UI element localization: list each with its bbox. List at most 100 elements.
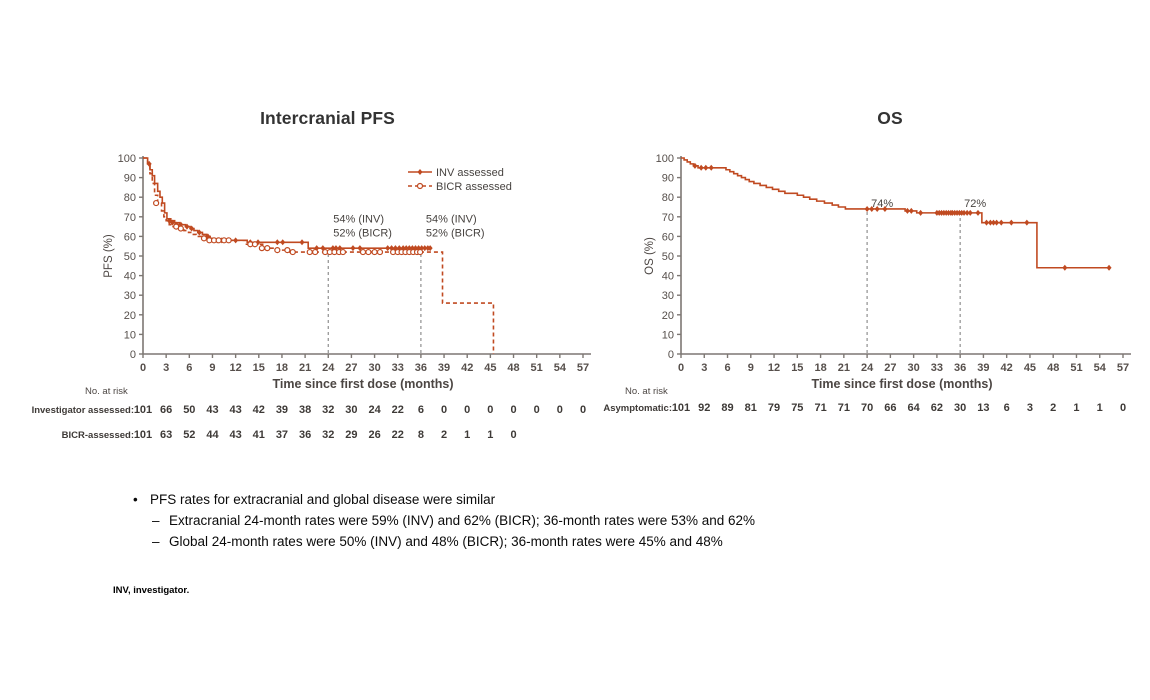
svg-text:2: 2: [441, 429, 447, 441]
svg-text:72%: 72%: [964, 198, 986, 210]
svg-text:0: 0: [678, 362, 684, 374]
svg-text:0: 0: [510, 429, 516, 441]
svg-text:54% (INV): 54% (INV): [333, 214, 384, 226]
svg-text:29: 29: [345, 429, 357, 441]
svg-text:0: 0: [130, 349, 136, 361]
svg-text:54: 54: [554, 362, 567, 374]
svg-text:37: 37: [276, 429, 288, 441]
svg-text:12: 12: [230, 362, 242, 374]
km-series-bicr-assessed: [143, 157, 495, 354]
svg-text:40: 40: [124, 271, 136, 283]
svg-text:30: 30: [954, 402, 966, 414]
svg-text:18: 18: [814, 362, 826, 374]
rate-annotations: 74% 72%: [871, 198, 986, 210]
svg-text:45: 45: [1024, 362, 1036, 374]
svg-text:60: 60: [124, 231, 136, 243]
notes-block: • PFS rates for extracranial and global …: [133, 489, 853, 552]
svg-text:30: 30: [345, 404, 357, 416]
svg-text:39: 39: [438, 362, 450, 374]
axes: 0 3 6 9 12 15 18 21 24 27 30 33 36 39 42 45 48 51 54 570102…: [644, 153, 1131, 391]
svg-text:50: 50: [124, 251, 136, 263]
svg-text:54: 54: [1094, 362, 1107, 374]
svg-text:42: 42: [253, 404, 265, 416]
svg-text:10: 10: [124, 329, 136, 341]
svg-text:2: 2: [1050, 402, 1056, 414]
svg-text:Time since first dose (months): Time since first dose (months): [811, 377, 992, 391]
svg-text:64: 64: [908, 402, 921, 414]
svg-text:21: 21: [838, 362, 850, 374]
svg-text:62: 62: [931, 402, 943, 414]
svg-text:6: 6: [186, 362, 192, 374]
svg-text:0: 0: [441, 404, 447, 416]
svg-text:6: 6: [1004, 402, 1010, 414]
sub-bullet-text-2: Global 24-month rates were 50% (INV) and…: [169, 534, 723, 549]
svg-text:No. at risk: No. at risk: [85, 386, 128, 397]
svg-text:30: 30: [368, 362, 380, 374]
svg-text:22: 22: [392, 429, 404, 441]
svg-text:63: 63: [160, 429, 172, 441]
svg-text:32: 32: [322, 404, 334, 416]
svg-text:18: 18: [276, 362, 288, 374]
svg-text:1: 1: [464, 429, 470, 441]
reference-lines: [866, 208, 961, 353]
svg-text:0: 0: [510, 404, 516, 416]
svg-text:1: 1: [1097, 402, 1103, 414]
note-sub-bullet-2: – Global 24-month rates were 50% (INV) a…: [152, 531, 853, 552]
svg-text:30: 30: [908, 362, 920, 374]
svg-text:10: 10: [662, 329, 674, 341]
svg-text:15: 15: [253, 362, 265, 374]
svg-text:43: 43: [206, 404, 218, 416]
svg-text:Investigator assessed:: Investigator assessed:: [32, 405, 134, 416]
bullet-text: PFS rates for extracranial and global di…: [150, 492, 496, 507]
svg-text:42: 42: [461, 362, 473, 374]
svg-text:45: 45: [484, 362, 496, 374]
svg-text:36: 36: [415, 362, 427, 374]
svg-text:33: 33: [392, 362, 404, 374]
bullet-marker: •: [133, 492, 138, 507]
svg-text:BICR assessed: BICR assessed: [436, 181, 512, 193]
svg-text:15: 15: [791, 362, 803, 374]
svg-text:42: 42: [1001, 362, 1013, 374]
svg-text:38: 38: [299, 404, 311, 416]
svg-text:36: 36: [299, 429, 311, 441]
km-series-asymptomatic: [681, 157, 1112, 271]
svg-text:70: 70: [861, 402, 873, 414]
svg-text:26: 26: [368, 429, 380, 441]
reference-lines: [327, 250, 422, 353]
svg-text:54% (INV): 54% (INV): [426, 214, 477, 226]
svg-text:71: 71: [838, 402, 850, 414]
svg-text:52% (BICR): 52% (BICR): [333, 228, 392, 240]
pfs-chart-title: Intercranial PFS: [260, 108, 395, 128]
svg-text:48: 48: [507, 362, 519, 374]
svg-text:No. at risk: No. at risk: [625, 386, 668, 397]
rate-annotations: 54% (INV) 52% (BICR) 54% (INV) 52% (BICR): [333, 214, 484, 240]
svg-text:101: 101: [672, 402, 690, 414]
svg-text:0: 0: [557, 404, 563, 416]
svg-text:BICR-assessed:: BICR-assessed:: [62, 430, 134, 441]
svg-text:27: 27: [884, 362, 896, 374]
svg-text:30: 30: [662, 290, 674, 302]
svg-text:66: 66: [884, 402, 896, 414]
svg-text:3: 3: [1027, 402, 1033, 414]
svg-text:60: 60: [662, 231, 674, 243]
svg-text:3: 3: [701, 362, 707, 374]
svg-text:39: 39: [276, 404, 288, 416]
svg-text:36: 36: [954, 362, 966, 374]
svg-text:101: 101: [134, 429, 152, 441]
svg-text:0: 0: [1120, 402, 1126, 414]
sub-bullet-text-1: Extracranial 24-month rates were 59% (IN…: [169, 513, 756, 528]
footnote-abbreviations: INV, investigator.: [113, 585, 190, 596]
svg-text:101: 101: [134, 404, 152, 416]
svg-text:74%: 74%: [871, 198, 893, 210]
svg-text:43: 43: [230, 404, 242, 416]
svg-text:3: 3: [163, 362, 169, 374]
svg-text:50: 50: [662, 251, 674, 263]
svg-text:100: 100: [656, 153, 674, 165]
dash-marker: –: [152, 534, 160, 549]
svg-text:79: 79: [768, 402, 780, 414]
pfs-km-plot: 0 3 6 9 12 15 18 21 24 27 30 33 36 39 42 45 48 51 54 570102…: [32, 153, 591, 441]
svg-text:OS (%): OS (%): [644, 237, 656, 275]
svg-text:6: 6: [418, 404, 424, 416]
svg-text:20: 20: [662, 310, 674, 322]
svg-text:0: 0: [140, 362, 146, 374]
